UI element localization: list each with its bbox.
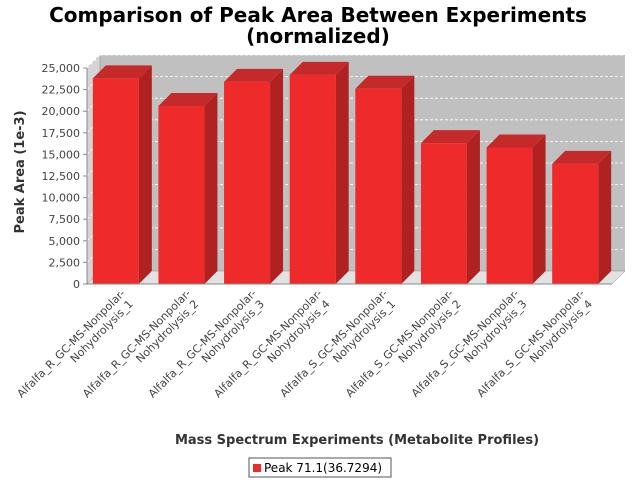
- bar: [92, 65, 152, 284]
- x-tick-label: Alfalfa_S_GC-MS-Nonpolar-Nohydrolysis_3: [409, 287, 531, 409]
- bar-side: [532, 134, 546, 284]
- y-tick-label: 12,500: [42, 170, 81, 183]
- bar-front: [289, 74, 336, 284]
- y-tick-label: 17,500: [42, 127, 81, 140]
- bar: [420, 130, 480, 284]
- bar-front: [158, 106, 205, 285]
- bar-front: [552, 163, 599, 284]
- legend-swatch: [253, 464, 261, 472]
- y-tick-label: 5,000: [49, 235, 81, 248]
- bar: [486, 134, 546, 284]
- y-tick-label: 22,500: [42, 84, 81, 97]
- bar: [355, 75, 415, 285]
- bar-top: [355, 75, 415, 89]
- bar-side: [466, 130, 480, 284]
- x-tick-label: Alfalfa_R_GC-MS-Nonpolar-Nohydrolysis_1: [15, 287, 138, 410]
- x-tick-label: Alfalfa_S_GC-MS-Nonpolar-Nohydrolysis_4: [474, 287, 596, 409]
- y-axis: 0 2,500 5,000 7,500 10,000 12,500 15,000 17,500…: [42, 62, 88, 291]
- bar-side: [335, 61, 349, 284]
- y-tick-label: 25,000: [42, 62, 81, 75]
- bar-top: [420, 130, 480, 144]
- bar-top: [158, 93, 218, 107]
- y-tick-label: 15,000: [42, 148, 81, 161]
- y-tick-label: 20,000: [42, 105, 81, 118]
- x-tick-label: Alfalfa_S_GC-MS-Nonpolar-Nohydrolysis_1: [278, 287, 400, 409]
- bar-side: [598, 150, 612, 284]
- y-axis-title: Peak Area (1e-3): [13, 110, 28, 233]
- x-tick-label-line: Alfalfa_R_GC-MS-Nonpolar-: [15, 287, 128, 400]
- x-tick-label: Alfalfa_R_GC-MS-Nonpolar-Nohydrolysis_2: [80, 287, 203, 410]
- y-tick-label: 7,500: [49, 213, 81, 226]
- bar-top: [552, 150, 612, 164]
- x-axis: Alfalfa_R_GC-MS-Nonpolar-Nohydrolysis_1A…: [15, 283, 612, 410]
- chart-subtitle: (normalized): [246, 24, 390, 48]
- legend-box: [248, 457, 392, 478]
- y-tick-label: 10,000: [42, 192, 81, 205]
- bar-front: [224, 81, 271, 284]
- bar-side: [401, 75, 415, 285]
- y-tick-label: 2,500: [49, 256, 81, 269]
- bar-top: [92, 65, 152, 79]
- bar-side: [204, 93, 218, 285]
- chart-title: Comparison of Peak Area Between Experime…: [49, 3, 587, 27]
- bar-front: [420, 143, 467, 284]
- legend-label: Peak 71.1(36.7294): [264, 461, 382, 475]
- bar: [224, 68, 284, 284]
- grid-line-side: [86, 54, 101, 69]
- bar-top: [224, 68, 284, 82]
- x-tick-label: Alfalfa_S_GC-MS-Nonpolar-Nohydrolysis_2: [343, 287, 465, 409]
- legend: Peak 71.1(36.7294): [248, 457, 392, 478]
- bar-front: [92, 78, 139, 284]
- bar-side: [138, 65, 152, 284]
- bar: [289, 61, 349, 284]
- x-tick-label: Alfalfa_R_GC-MS-Nonpolar-Nohydrolysis_3: [146, 287, 269, 410]
- bar-front: [355, 88, 402, 285]
- bar: [552, 150, 612, 284]
- bar-front: [486, 147, 533, 284]
- bars: [92, 61, 612, 285]
- x-axis-title: Mass Spectrum Experiments (Metabolite Pr…: [175, 433, 539, 448]
- y-tick-label: 0: [73, 278, 80, 291]
- bar-top: [289, 61, 349, 75]
- bar-side: [270, 68, 284, 284]
- bar: [158, 93, 218, 285]
- bar-top: [486, 134, 546, 148]
- x-tick-label: Alfalfa_R_GC-MS-Nonpolar-Nohydrolysis_4: [211, 287, 334, 410]
